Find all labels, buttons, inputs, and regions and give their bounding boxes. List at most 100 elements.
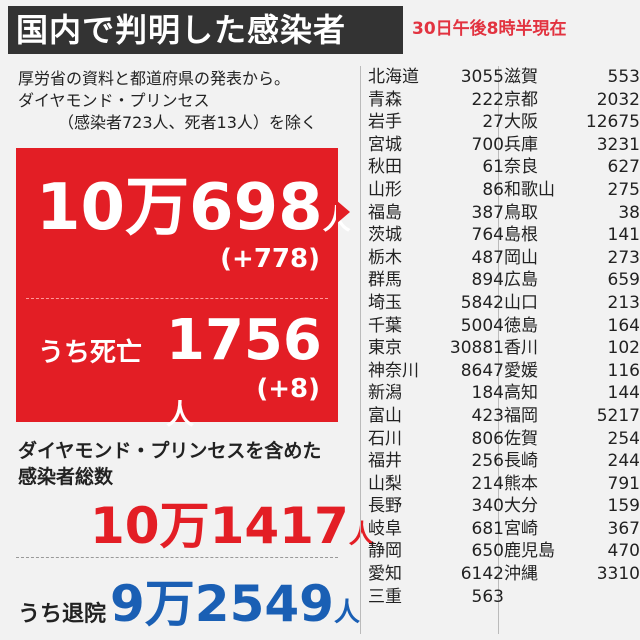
prefecture-row: 長崎 244 xyxy=(504,450,640,473)
prefecture-name: 静岡 xyxy=(368,541,402,562)
datetime-label: 30日午後8時半現在 xyxy=(412,19,567,39)
prefecture-row: 愛媛 116 xyxy=(504,360,640,383)
prefecture-row: 宮城 700 xyxy=(368,134,504,157)
prefecture-row: 石川 806 xyxy=(368,428,504,451)
prefecture-count: 487 xyxy=(471,247,504,268)
prefecture-row: 佐賀 254 xyxy=(504,428,640,451)
prefecture-row: 秋田 61 xyxy=(368,156,504,179)
prefecture-count: 3055 xyxy=(460,67,504,87)
prefecture-count: 86 xyxy=(482,179,504,200)
prefecture-row: 熊本 791 xyxy=(504,473,640,496)
prefecture-count: 367 xyxy=(607,518,640,539)
prefecture-name: 富山 xyxy=(368,405,402,426)
prefecture-row: 大分 159 xyxy=(504,495,640,518)
prefecture-list-right: 滋賀 553 京都 2032 大阪 12675 兵庫 3231 奈良 627 和歌山 275 鳥取 38 島… xyxy=(504,66,640,586)
prefecture-name: 熊本 xyxy=(504,473,538,494)
prefecture-name: 長野 xyxy=(368,496,402,517)
infected-number: 10万698 xyxy=(36,171,323,245)
prefecture-row: 長野 340 xyxy=(368,495,504,518)
pointer-arrow xyxy=(336,200,350,224)
prefecture-row: 福井 256 xyxy=(368,450,504,473)
prefecture-name: 兵庫 xyxy=(504,134,538,155)
prefecture-row: 大阪 12675 xyxy=(504,111,640,134)
prefecture-row: 東京 30881 xyxy=(368,337,504,360)
prefecture-count: 806 xyxy=(471,428,504,449)
incl-unit: 人 xyxy=(348,520,375,550)
prefecture-name: 岩手 xyxy=(368,112,402,133)
prefecture-count: 256 xyxy=(471,451,504,472)
prefecture-count: 214 xyxy=(471,473,504,494)
prefecture-row: 島根 141 xyxy=(504,224,640,247)
prefecture-row: 静岡 650 xyxy=(368,540,504,563)
prefecture-name: 福岡 xyxy=(504,405,538,426)
prefecture-count: 553 xyxy=(607,67,640,87)
prefecture-row: 沖縄 3310 xyxy=(504,563,640,586)
prefecture-count: 387 xyxy=(471,202,504,223)
prefecture-row: 岡山 273 xyxy=(504,247,640,270)
prefecture-row: 山口 213 xyxy=(504,292,640,315)
prefecture-name: 山梨 xyxy=(368,473,402,494)
deaths-delta: (+8) xyxy=(256,374,320,404)
totals-panel: 10万698人 (+778) うち死亡 1756 人 (+8) xyxy=(16,148,351,431)
divider xyxy=(26,298,328,299)
prefecture-name: 愛知 xyxy=(368,564,402,585)
prefecture-name: 栃木 xyxy=(368,247,402,268)
prefecture-count: 254 xyxy=(607,428,640,449)
recovered-total: 9万2549人 xyxy=(110,564,360,636)
prefecture-name: 佐賀 xyxy=(504,428,538,449)
prefecture-count: 8647 xyxy=(460,360,504,381)
column-divider xyxy=(498,66,499,634)
prefecture-count: 5004 xyxy=(460,315,504,336)
prefecture-count: 116 xyxy=(607,360,640,381)
prefecture-name: 滋賀 xyxy=(504,67,538,87)
prefecture-row: 新潟 184 xyxy=(368,382,504,405)
prefecture-count: 213 xyxy=(607,292,640,313)
prefecture-row: 青森 222 xyxy=(368,89,504,112)
prefecture-row: 山梨 214 xyxy=(368,473,504,496)
prefecture-row: 広島 659 xyxy=(504,269,640,292)
prefecture-row: 宮崎 367 xyxy=(504,518,640,541)
prefecture-row: 徳島 164 xyxy=(504,315,640,338)
prefecture-name: 埼玉 xyxy=(368,292,402,313)
prefecture-name: 群馬 xyxy=(368,270,402,291)
prefecture-name: 徳島 xyxy=(504,315,538,336)
recovered-number: 9万2549 xyxy=(110,575,334,633)
prefecture-count: 61 xyxy=(482,157,504,178)
prefecture-name: 島根 xyxy=(504,225,538,246)
prefecture-row: 奈良 627 xyxy=(504,156,640,179)
header: 国内で判明した感染者 30日午後8時半現在 xyxy=(0,0,640,60)
prefecture-name: 和歌山 xyxy=(504,179,555,200)
prefecture-row: 栃木 487 xyxy=(368,247,504,270)
prefecture-name: 大分 xyxy=(504,496,538,517)
prefecture-name: 岐阜 xyxy=(368,518,402,539)
prefecture-count: 5842 xyxy=(460,292,504,313)
deaths-label: うち死亡 xyxy=(38,338,143,368)
infected-total: 10万698人 xyxy=(36,156,351,248)
prefecture-row: 福島 387 xyxy=(368,202,504,225)
prefecture-name: 千葉 xyxy=(368,315,402,336)
prefecture-row: 群馬 894 xyxy=(368,269,504,292)
prefecture-name: 青森 xyxy=(368,89,402,110)
prefecture-count: 273 xyxy=(607,247,640,268)
prefecture-name: 鳥取 xyxy=(504,202,538,223)
prefecture-name: 長崎 xyxy=(504,451,538,472)
prefecture-row: 高知 144 xyxy=(504,382,640,405)
note-line-1: 厚労省の資料と都道府県の発表から。 xyxy=(18,69,291,88)
prefecture-count: 681 xyxy=(471,518,504,539)
prefecture-name: 奈良 xyxy=(504,157,538,178)
recovered-label: うち退院 xyxy=(18,602,107,627)
incl-total: 10万1417人 xyxy=(90,486,375,558)
prefecture-row: 岩手 27 xyxy=(368,111,504,134)
prefecture-count: 12675 xyxy=(585,112,640,133)
prefecture-row: 香川 102 xyxy=(504,337,640,360)
prefecture-name: 新潟 xyxy=(368,383,402,404)
prefecture-count: 3231 xyxy=(596,134,640,155)
column-divider xyxy=(360,66,361,634)
prefecture-count: 38 xyxy=(618,202,640,223)
prefecture-row: 愛知 6142 xyxy=(368,563,504,586)
prefecture-count: 659 xyxy=(607,270,640,291)
prefecture-count: 5217 xyxy=(596,405,640,426)
prefecture-count: 627 xyxy=(607,157,640,178)
prefecture-list-left: 北海道 3055 青森 222 岩手 27 宮城 700 秋田 61 山形 86 福島 387 茨城 764 栃… xyxy=(368,66,504,608)
prefecture-row: 鳥取 38 xyxy=(504,202,640,225)
